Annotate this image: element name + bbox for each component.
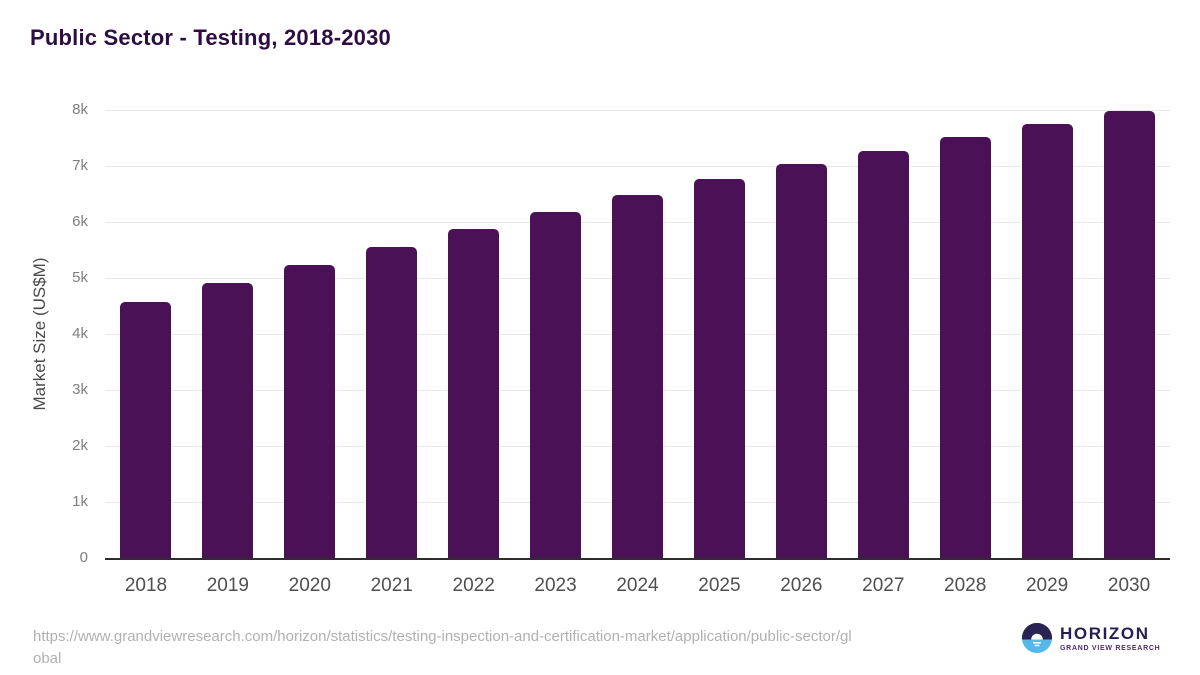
source-url-line1: https://www.grandviewresearch.com/horizo… [33,628,852,645]
y-tick-label: 1k [72,493,88,510]
bar-2027[interactable] [857,150,909,558]
x-tick-label: 2030 [1107,575,1151,596]
x-tick-label: 2026 [780,575,823,596]
page-title: Public Sector - Testing, 2018-2030 [30,25,391,50]
y-tick-label: 0 [79,549,88,566]
x-tick-label: 2025 [698,575,741,596]
logo-subtitle: GRAND VIEW RESEARCH [1060,645,1161,652]
bar-2021[interactable] [366,247,418,558]
gridline [105,110,1170,111]
bar-2020[interactable] [284,265,336,558]
bar-2024[interactable] [612,195,663,558]
bar-2023[interactable] [530,211,582,558]
x-tick-label: 2028 [944,575,987,596]
x-tick-label: 2029 [1025,575,1069,596]
bar-2026[interactable] [775,164,827,558]
bar-2029[interactable] [1021,124,1073,558]
y-tick-label: 4k [72,325,88,342]
bar-chart-plot-area: 0 1k 2k 3k 4k 5k 6k 7k 8k 2018 2019 2020 2021 2022 202… [72,101,1170,596]
y-tick-label: 6k [72,213,88,230]
x-tick-label: 2024 [616,575,659,596]
bar-2025[interactable] [693,179,745,558]
x-tick-label: 2020 [288,575,331,596]
bar-2019[interactable] [202,283,254,558]
x-tick-label: 2021 [370,575,413,596]
x-tick-label: 2019 [206,575,250,596]
y-tick-label: 8k [72,101,88,118]
bar-2030[interactable] [1103,111,1155,558]
y-tick-label: 7k [72,157,88,174]
y-tick-label: 2k [72,437,88,454]
source-url: https://www.grandviewresearch.com/horizo… [33,626,933,670]
x-tick-label: 2027 [862,575,905,596]
horizon-logo: HORIZON GRAND VIEW RESEARCH [1022,622,1161,658]
x-tick-label: 2023 [534,575,577,596]
bar-2028[interactable] [939,137,991,558]
x-tick-label: 2022 [452,575,495,596]
y-tick-label: 3k [72,381,88,398]
gridline [105,166,1170,167]
y-tick-label: 5k [72,269,88,286]
logo-title: HORIZON [1060,624,1150,643]
x-tick-label: 2018 [124,575,168,596]
horizon-logo-icon [1022,622,1052,658]
bar-2022[interactable] [448,229,500,558]
source-url-line2: obal [33,650,62,667]
bar-2018[interactable] [120,301,172,558]
